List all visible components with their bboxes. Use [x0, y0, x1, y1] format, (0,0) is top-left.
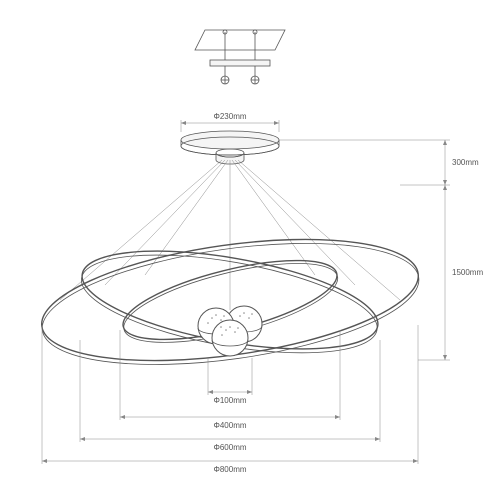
- ring-800: [34, 219, 426, 385]
- dim-100: Φ100mm: [208, 358, 252, 405]
- suspension-wires: [60, 160, 400, 310]
- dimension-diagram: Φ230mm: [0, 0, 500, 500]
- mounting-bracket: [195, 30, 285, 84]
- canopy: [181, 131, 279, 164]
- dim-100-label: Φ100mm: [213, 396, 246, 405]
- dim-1500-label: 1500mm: [452, 268, 483, 277]
- dim-600-label: Φ600mm: [213, 443, 246, 452]
- dim-400-label: Φ400mm: [213, 421, 246, 430]
- ring-group: [34, 219, 426, 385]
- dim-heights: 300mm 1500mm: [279, 140, 483, 360]
- dim-canopy-label: Φ230mm: [213, 112, 246, 121]
- dim-canopy: Φ230mm: [181, 112, 279, 132]
- dim-300-label: 300mm: [452, 158, 479, 167]
- dim-800-label: Φ800mm: [213, 465, 246, 474]
- center-pendant: [198, 306, 262, 356]
